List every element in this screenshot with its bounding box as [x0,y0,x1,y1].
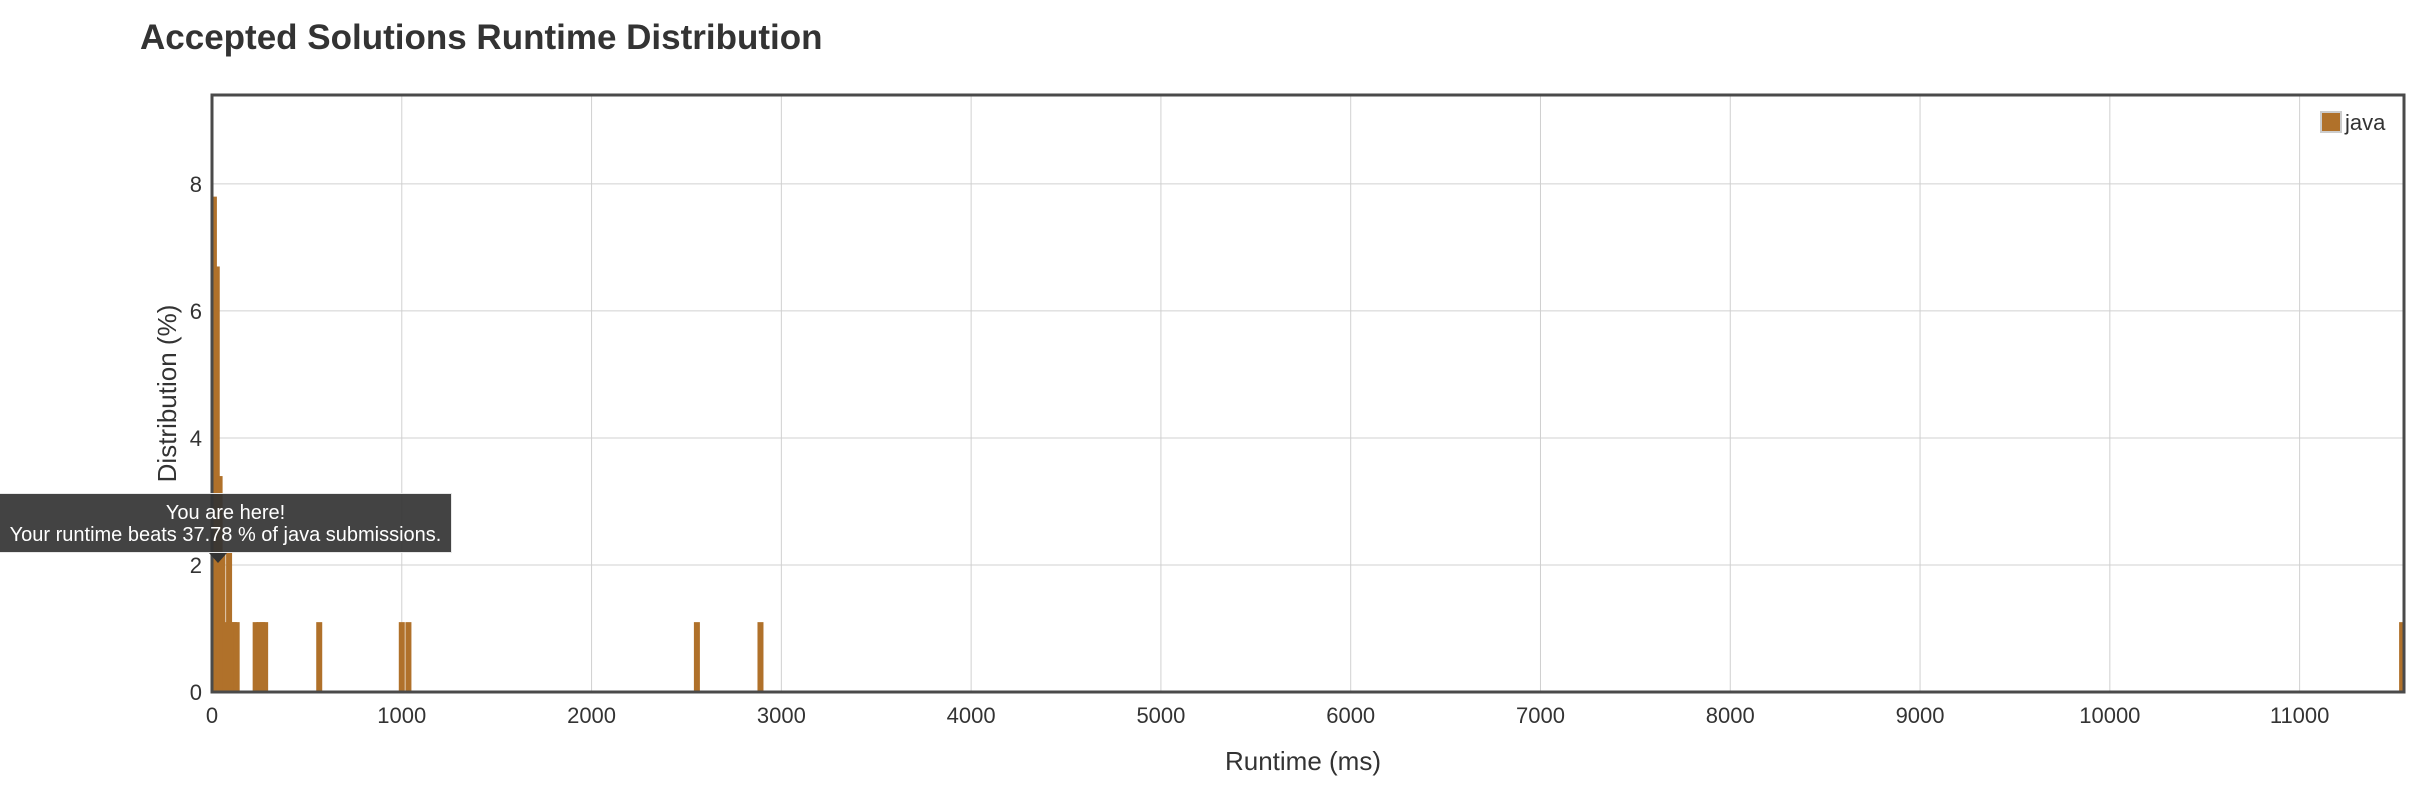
y-axis-label: Distribution (%) [152,305,182,483]
histogram-bar [2399,622,2406,692]
y-tick-label: 8 [190,172,202,197]
chart-title: Accepted Solutions Runtime Distribution [140,18,823,57]
x-tick-label: 3000 [757,703,806,728]
y-tick-label: 6 [190,299,202,324]
runtime-tooltip: You are here! Your runtime beats 37.78 %… [0,493,452,553]
histogram-bar [262,622,269,692]
histogram-bar [693,622,700,692]
tooltip-pointer [209,553,227,563]
legend-label: java [2344,110,2386,135]
histogram-bar [222,622,229,692]
x-axis-label: Runtime (ms) [1225,746,1381,776]
x-tick-label: 2000 [567,703,616,728]
tooltip-heading: You are here! [165,502,286,524]
x-tick-label: 7000 [1516,703,1565,728]
x-tick-label: 11000 [2270,703,2330,728]
histogram-bar [316,622,323,692]
x-tick-label: 6000 [1326,703,1375,728]
histogram-bar [405,622,412,692]
x-tick-label: 9000 [1896,703,1945,728]
y-tick-label: 2 [190,553,202,578]
x-tick-label: 0 [206,703,218,728]
tooltip-detail: Your runtime beats 37.78 % of java submi… [9,524,442,546]
histogram-bar [757,622,764,692]
plot-frame [210,93,2406,694]
histogram-bar [252,622,259,692]
histogram-bar [398,622,405,692]
x-tick-label: 4000 [947,703,996,728]
legend-swatch [2320,111,2342,133]
x-tick-label: 10000 [2079,703,2140,728]
x-tick-label: 5000 [1136,703,1185,728]
y-tick-label: 4 [190,426,202,451]
x-tick-label: 1000 [377,703,426,728]
x-tick-label: 8000 [1706,703,1755,728]
y-tick-label: 0 [190,680,202,705]
histogram-bar [233,622,240,692]
